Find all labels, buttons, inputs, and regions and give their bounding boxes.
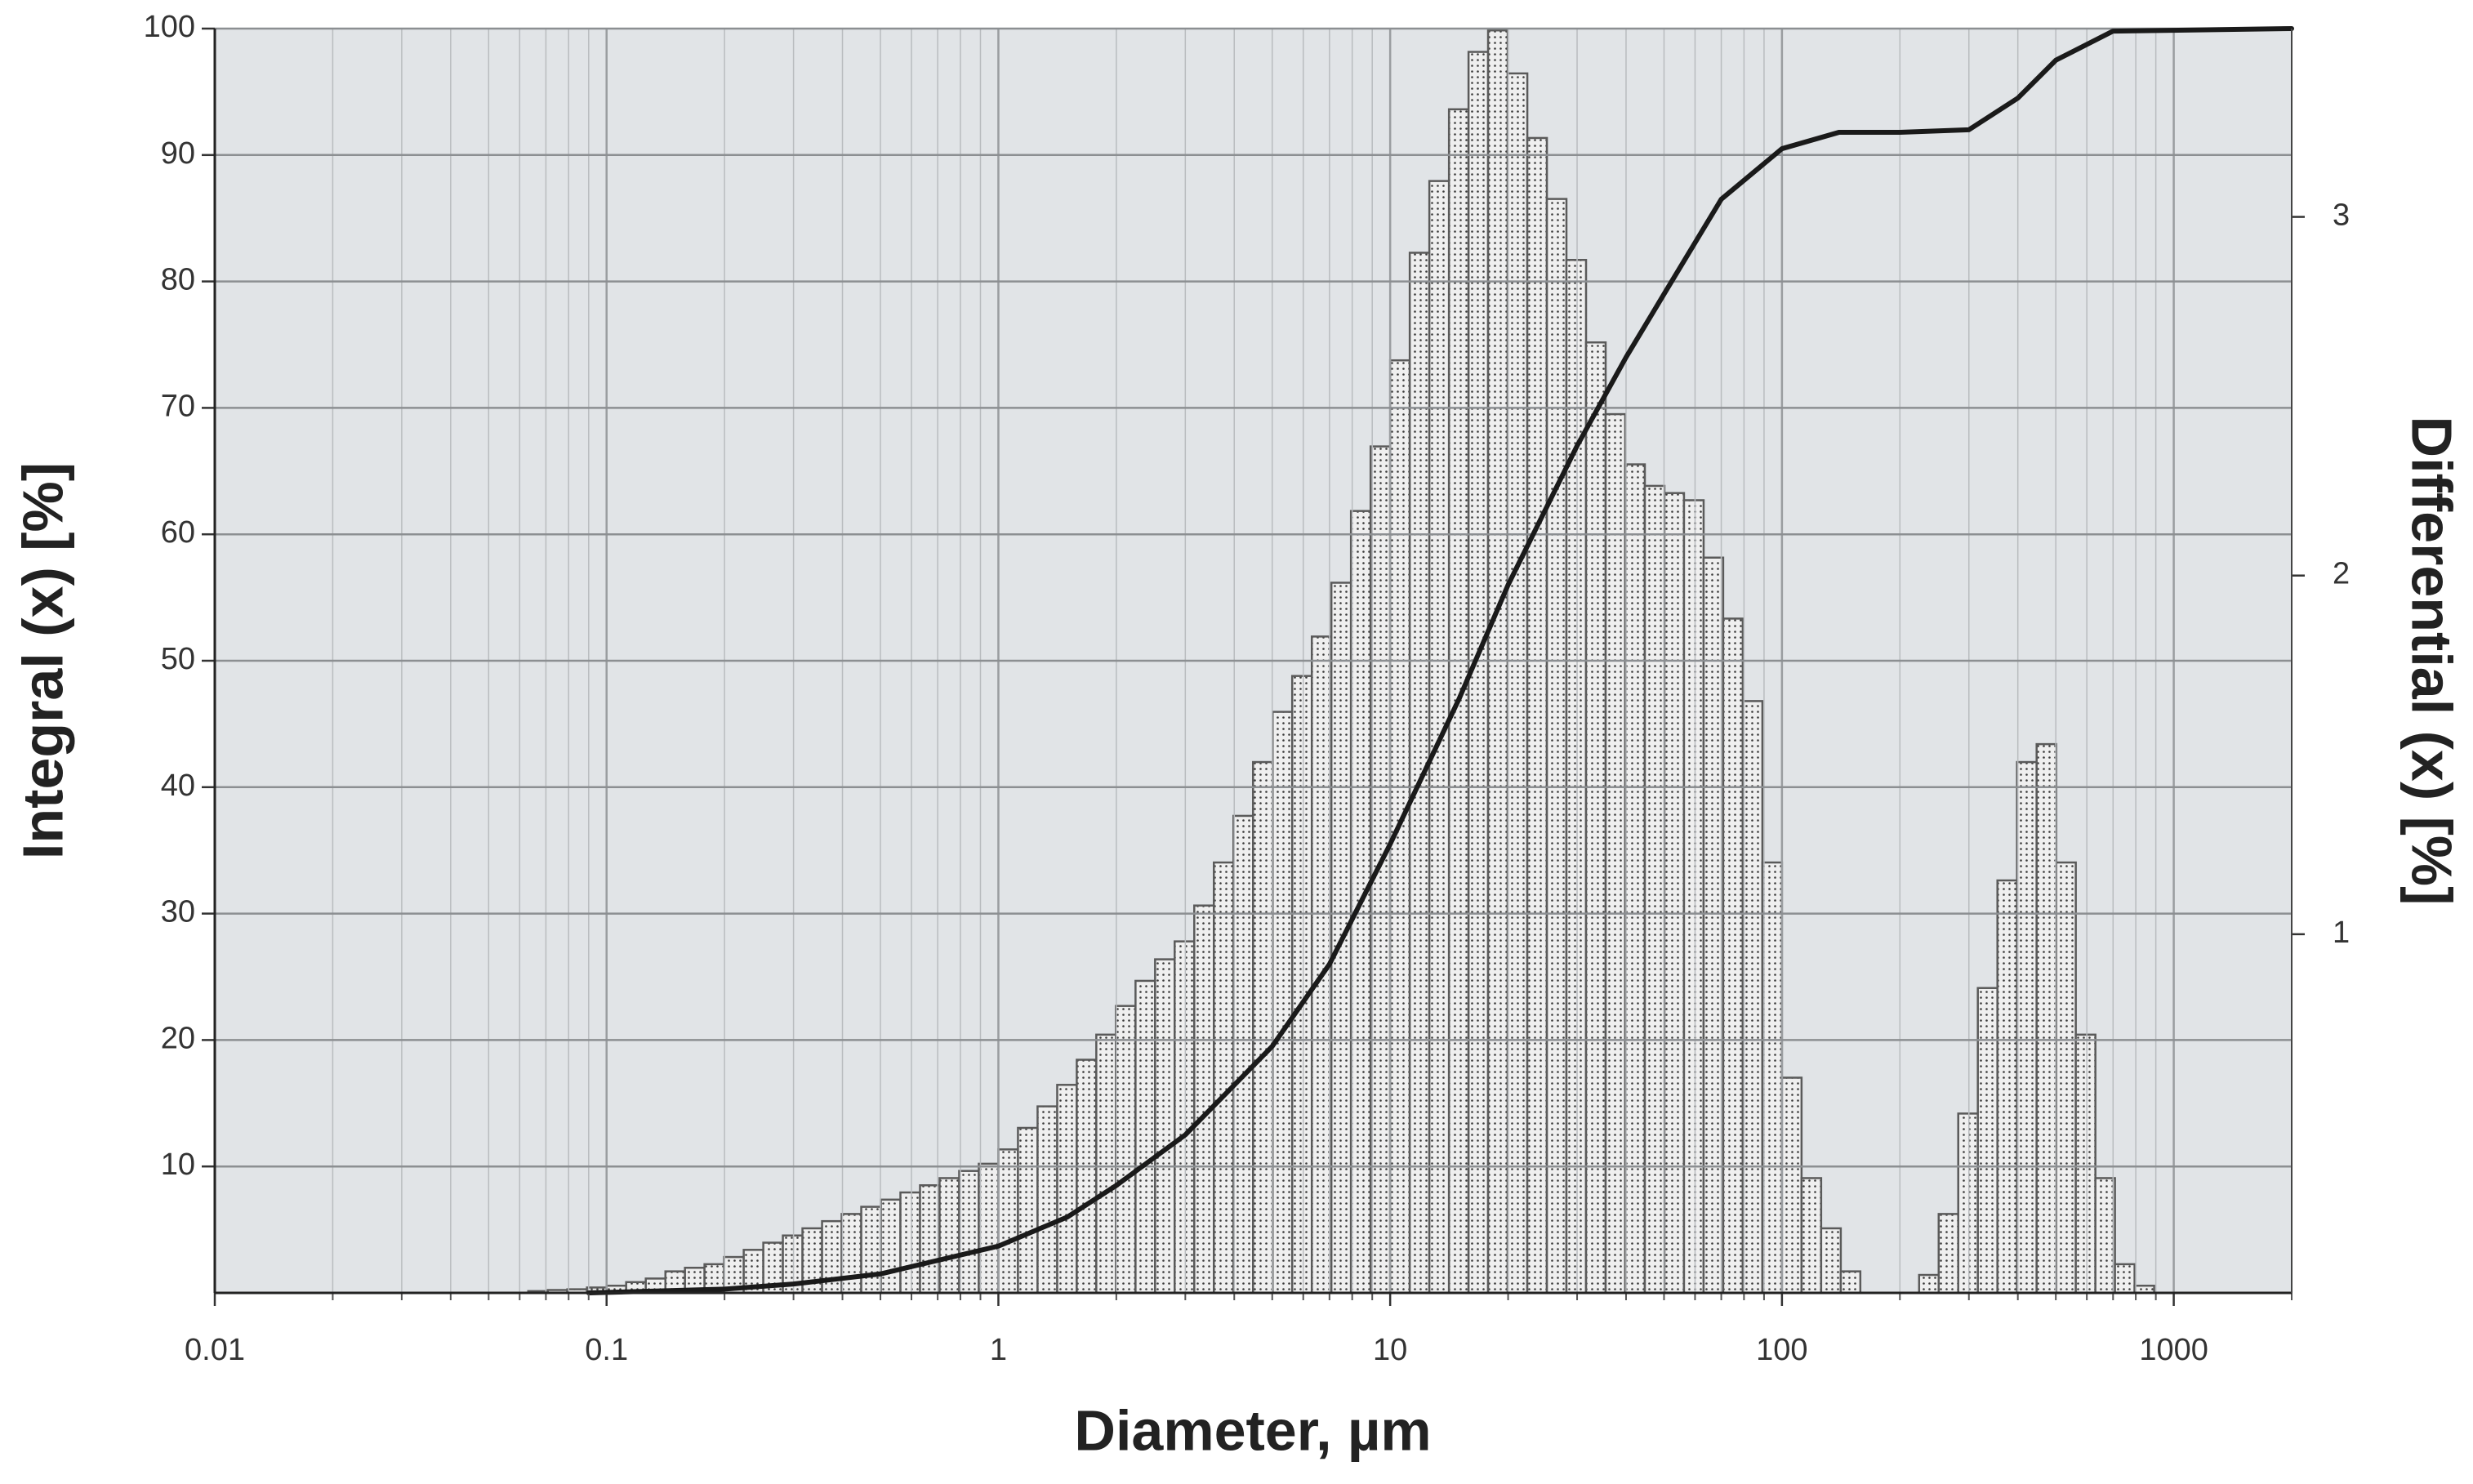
histogram — [527, 29, 2155, 1295]
histogram-bar — [1545, 198, 1568, 1295]
histogram-bar — [1017, 1126, 1039, 1295]
integral-line — [586, 26, 2294, 1295]
histogram-bar — [1526, 136, 1548, 1295]
y-tick-label: 70 — [161, 389, 195, 423]
histogram-bar — [1134, 979, 1156, 1295]
y-tick-label: 80 — [161, 263, 195, 297]
x-tick-label: 1000 — [2139, 1333, 2208, 1367]
y-tick-label: 100 — [144, 10, 195, 44]
integral-line-group — [586, 26, 2294, 1295]
histogram-bar — [1761, 861, 1784, 1295]
histogram-bar — [1604, 412, 1627, 1295]
y-tick-label: 20 — [161, 1021, 195, 1055]
histogram-bar — [1722, 617, 1744, 1295]
histogram-bar — [1976, 987, 1998, 1295]
y-tick-label: 60 — [161, 515, 195, 550]
histogram-bar — [1193, 904, 1215, 1295]
y-tick-label: 10 — [161, 1148, 195, 1182]
histogram-bar — [2074, 1033, 2096, 1295]
y2-axis-title: Differential (x) [%] — [2400, 417, 2464, 906]
histogram-bar — [2094, 1177, 2116, 1295]
histogram-bar — [1663, 492, 1686, 1295]
x-tick-label: 0.01 — [185, 1333, 245, 1367]
histogram-bar — [1056, 1084, 1078, 1295]
y2-tick-label: 2 — [2333, 557, 2350, 591]
histogram-bar — [1036, 1105, 1058, 1295]
y-tick-label: 90 — [161, 136, 195, 171]
histogram-bar — [1918, 1273, 1941, 1295]
histogram-bar — [1095, 1033, 1117, 1295]
histogram-bar — [978, 1162, 1000, 1295]
histogram-bar — [1624, 463, 1646, 1295]
histogram-bar — [1174, 940, 1196, 1295]
histogram-bar — [1154, 958, 1176, 1295]
x-tick-label: 100 — [1756, 1333, 1807, 1367]
y-tick-label: 40 — [161, 769, 195, 803]
histogram-bar — [1290, 675, 1313, 1295]
histogram-bar — [1213, 861, 1235, 1295]
x-tick-label: 10 — [1373, 1333, 1407, 1367]
y2-tick-label: 1 — [2333, 916, 2350, 950]
histogram-bar — [840, 1213, 862, 1295]
histogram-bar — [1800, 1177, 1823, 1295]
axes: 0.01 0.1 1 10 100 1000 10 20 30 40 50 60 70 80 90 100 1 2… — [144, 10, 2350, 1367]
grid — [213, 27, 2293, 1293]
histogram-bar — [1780, 1076, 1803, 1295]
histogram-bar — [1820, 1227, 1842, 1295]
histogram-bar — [1702, 556, 1725, 1295]
histogram-bar — [919, 1184, 941, 1295]
histogram-bar — [958, 1170, 980, 1295]
y-tick-label: 50 — [161, 642, 195, 676]
y2-tick-label: 3 — [2333, 198, 2350, 233]
histogram-bar — [1643, 484, 1666, 1295]
histogram-bar — [1741, 700, 1764, 1295]
histogram-bar — [1506, 72, 1529, 1295]
y-tick-label: 30 — [161, 895, 195, 929]
histogram-bar — [1957, 1112, 1979, 1295]
x-tick-label: 1 — [990, 1333, 1007, 1367]
histogram-bar — [860, 1205, 882, 1295]
histogram-bar — [997, 1148, 1019, 1295]
x-tick-label: 0.1 — [585, 1333, 628, 1367]
x-axis-title: Diameter, µm — [1074, 1398, 1431, 1462]
histogram-bar — [1076, 1058, 1098, 1295]
y-axis-title: Integral (x) [%] — [11, 462, 74, 859]
histogram-bar — [1682, 499, 1705, 1295]
histogram-bar — [1232, 814, 1254, 1295]
histogram-bar — [1584, 341, 1607, 1295]
histogram-bar — [2055, 861, 2077, 1295]
histogram-bar — [1839, 1270, 1862, 1295]
histogram-bar — [1937, 1213, 1959, 1295]
histogram-bar — [2016, 760, 2038, 1295]
histogram-bar — [2035, 742, 2057, 1295]
histogram-bar — [899, 1191, 921, 1295]
histogram-bar — [880, 1198, 902, 1295]
histogram-bar — [1996, 879, 2018, 1295]
histogram-bar — [938, 1177, 960, 1295]
histogram-bar — [1565, 259, 1588, 1295]
histogram-bar — [1271, 711, 1294, 1295]
histogram-bar — [2114, 1263, 2136, 1295]
histogram-bar — [1115, 1005, 1137, 1295]
histogram-bar — [1252, 760, 1274, 1295]
